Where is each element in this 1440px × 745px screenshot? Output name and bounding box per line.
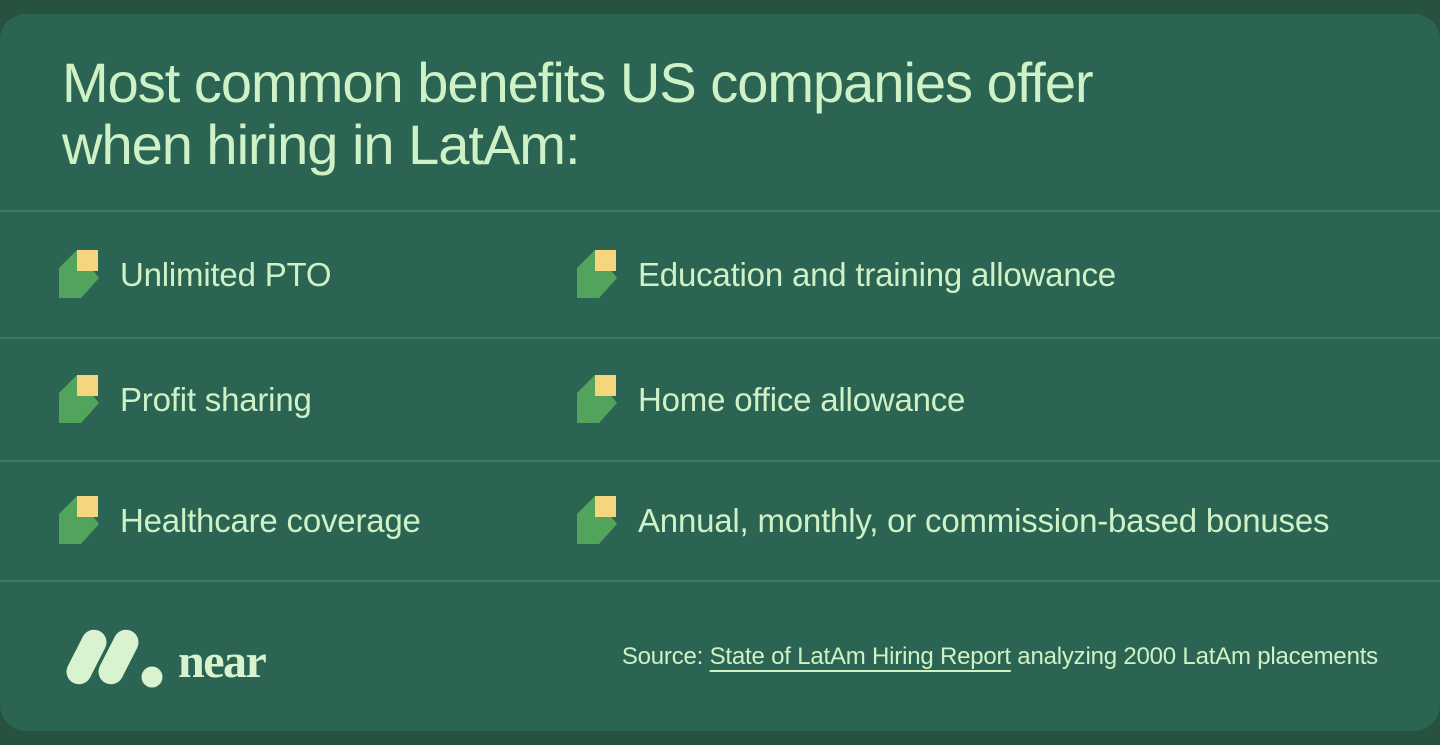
- near-logo: near: [62, 626, 267, 688]
- benefit-label: Annual, monthly, or commission-based bon…: [638, 502, 1330, 539]
- benefit-item: Annual, monthly, or commission-based bon…: [575, 462, 1440, 580]
- benefits-row-1: Unlimited PTO Education and training all…: [0, 210, 1440, 337]
- source-attribution: Source: State of LatAm Hiring Report ana…: [622, 643, 1378, 671]
- benefit-label: Unlimited PTO: [120, 255, 332, 293]
- benefits-row-3: Healthcare coverage Annual, monthly, or …: [0, 460, 1440, 580]
- source-prefix: Source:: [621, 642, 710, 670]
- infographic-panel: Most common benefits US companies offer …: [0, 14, 1440, 731]
- near-logo-mark-icon: [66, 629, 163, 687]
- near-wordmark: near: [178, 634, 267, 688]
- source-suffix: analyzing 2000 LatAm placements: [1010, 642, 1378, 670]
- benefit-label: Profit sharing: [120, 380, 312, 418]
- benefit-label: Home office allowance: [638, 380, 966, 418]
- benefit-item: Unlimited PTO: [57, 212, 575, 337]
- source-link[interactable]: State of LatAm Hiring Report: [709, 642, 1011, 670]
- benefit-label: Healthcare coverage: [120, 502, 421, 539]
- folded-tag-icon: [577, 374, 617, 423]
- folded-tag-icon: [577, 496, 617, 544]
- title-line-2: when hiring in LatAm:: [62, 113, 581, 176]
- benefit-item: Education and training allowance: [575, 212, 1440, 337]
- benefit-label: Education and training allowance: [638, 255, 1116, 293]
- benefit-item: Home office allowance: [575, 339, 1440, 460]
- footer: near Source: State of LatAm Hiring Repor…: [0, 580, 1440, 731]
- page-title: Most common benefits US companies offer …: [62, 52, 1378, 176]
- header: Most common benefits US companies offer …: [0, 14, 1440, 210]
- folded-tag-icon: [59, 249, 99, 298]
- folded-tag-icon: [577, 249, 617, 298]
- folded-tag-icon: [59, 496, 99, 544]
- benefit-item: Healthcare coverage: [57, 462, 575, 580]
- title-line-1: Most common benefits US companies offer: [62, 51, 1094, 114]
- folded-tag-icon: [59, 374, 99, 423]
- benefits-row-2: Profit sharing Home office allowance: [0, 337, 1440, 460]
- benefit-item: Profit sharing: [57, 339, 575, 460]
